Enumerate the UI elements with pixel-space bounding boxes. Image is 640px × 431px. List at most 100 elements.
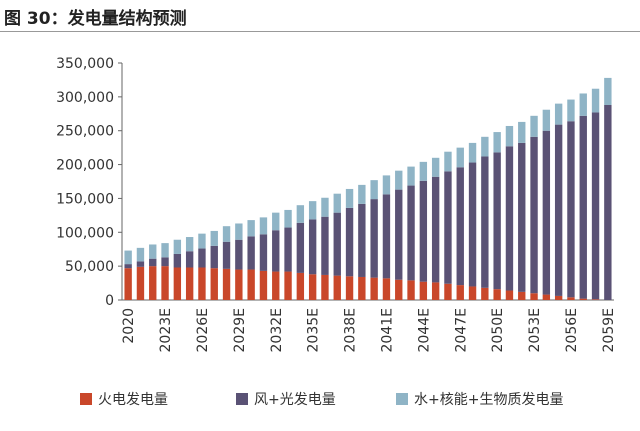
bar-segment-hydro-nuclear-bio [161,243,169,258]
bar-segment-coal [468,286,477,300]
y-tick-label: 150,000 [56,191,114,207]
bar-segment-hydro-nuclear-bio [493,132,501,153]
bar-segment-coal [333,275,341,300]
bar-segment-hydro-nuclear-bio [284,209,292,228]
bar-segment-wind-solar [579,115,587,299]
bar-segment-hydro-nuclear-bio [419,161,428,181]
legend-item-hydro-nuclear-bio: 水+核能+生物质发电量 [396,389,563,409]
bar-segment-coal [124,268,132,300]
bar-segment-coal [591,299,600,300]
bar-segment-wind-solar [210,245,218,269]
bar-segment-wind-solar [136,261,145,267]
bar-segment-hydro-nuclear-bio [382,175,391,195]
bar-segment-hydro-nuclear-bio [567,99,575,122]
bar-segment-wind-solar [493,152,501,290]
bar-segment-hydro-nuclear-bio [136,247,145,262]
bar-segment-hydro-nuclear-bio [395,170,403,190]
x-tick-label: 2053E [527,308,543,352]
bar-segment-wind-solar [222,241,231,269]
bar-segment-hydro-nuclear-bio [321,197,329,217]
bar-segment-wind-solar [149,258,157,267]
x-tick-label: 2038E [343,308,359,352]
bar-segment-wind-solar [173,253,182,268]
x-tick-label: 2020 [121,308,137,344]
bar-segment-hydro-nuclear-bio [173,239,182,254]
bar-segment-coal [345,276,354,300]
bar-segment-wind-solar [382,194,391,279]
bar-segment-hydro-nuclear-bio [468,142,477,163]
bar-segment-wind-solar [333,212,341,276]
legend-item-coal: 火电发电量 [80,389,168,409]
bar-segment-coal [579,298,587,300]
bar-segment-hydro-nuclear-bio [259,217,268,235]
bar-segment-coal [567,297,575,300]
bar-segment-wind-solar [456,167,464,286]
legend-label: 水+核能+生物质发电量 [414,392,564,408]
bar-segment-hydro-nuclear-bio [604,77,612,105]
bar-segment-coal [136,266,145,300]
x-tick-label: 2050E [490,308,506,352]
legend-item-wind-solar: 风+光发电量 [236,389,336,409]
bar-segment-hydro-nuclear-bio [579,93,587,116]
bar-segment-wind-solar [161,257,169,267]
bar-segment-coal [554,295,563,300]
bar-segment-wind-solar [567,121,575,298]
bar-segment-wind-solar [198,248,206,268]
bar-segment-wind-solar [247,236,255,270]
bar-segment-wind-solar [481,156,489,288]
x-tick-label: 2026E [195,308,211,352]
bar-segment-coal [493,289,501,300]
bar-segment-wind-solar [468,162,477,287]
bar-segment-coal [272,271,280,300]
bar-segment-hydro-nuclear-bio [185,237,194,252]
bar-segment-hydro-nuclear-bio [247,220,255,237]
bar-segment-wind-solar [321,216,329,275]
x-tick-label: 2029E [232,308,248,352]
bar-segment-coal [370,277,378,300]
bar-segment-hydro-nuclear-bio [272,212,280,231]
bar-segment-hydro-nuclear-bio [124,250,132,265]
bar-segment-hydro-nuclear-bio [345,188,354,208]
legend-label: 火电发电量 [98,392,168,408]
bar-segment-coal [419,281,428,300]
bar-segment-hydro-nuclear-bio [198,233,206,249]
bar-segment-hydro-nuclear-bio [370,180,378,200]
bar-segment-wind-solar [370,199,378,278]
bar-segment-coal [173,267,182,300]
bar-segment-coal [431,282,440,300]
bar-segment-hydro-nuclear-bio [444,151,452,172]
bar-segment-wind-solar [358,203,366,277]
bar-segment-coal [382,278,391,300]
bar-segment-coal [149,266,157,300]
x-tick-label: 2044E [416,308,432,352]
bar-segment-coal [185,267,194,300]
bar-segment-wind-solar [530,136,538,294]
bar-segment-hydro-nuclear-bio [149,244,157,259]
bar-segment-coal [505,290,514,300]
x-tick-label: 2041E [379,308,395,352]
bar-segment-wind-solar [235,239,243,270]
y-tick-label: 200,000 [56,158,114,174]
bar-segment-hydro-nuclear-bio [222,226,231,242]
bar-segment-coal [395,279,403,300]
bar-segment-wind-solar [542,130,551,295]
bar-segment-hydro-nuclear-bio [431,157,440,177]
bar-segment-hydro-nuclear-bio [235,223,243,240]
bar-segment-wind-solar [272,230,280,272]
bar-segment-coal [259,270,268,300]
bar-segment-wind-solar [518,142,526,292]
bar-segment-coal [210,268,218,300]
bar-segment-hydro-nuclear-bio [333,193,341,213]
bar-segment-hydro-nuclear-bio [358,184,366,204]
bar-segment-coal [198,267,206,300]
bar-segment-hydro-nuclear-bio [456,147,464,168]
bar-segment-coal [308,274,317,300]
bar-segment-coal [407,280,415,300]
bar-segment-coal [284,271,292,300]
chart-title: 图 30：发电量结构预测 [4,9,187,29]
x-tick-label: 2035E [306,308,322,352]
bar-segment-coal [247,269,255,300]
bar-segment-coal [456,285,464,300]
